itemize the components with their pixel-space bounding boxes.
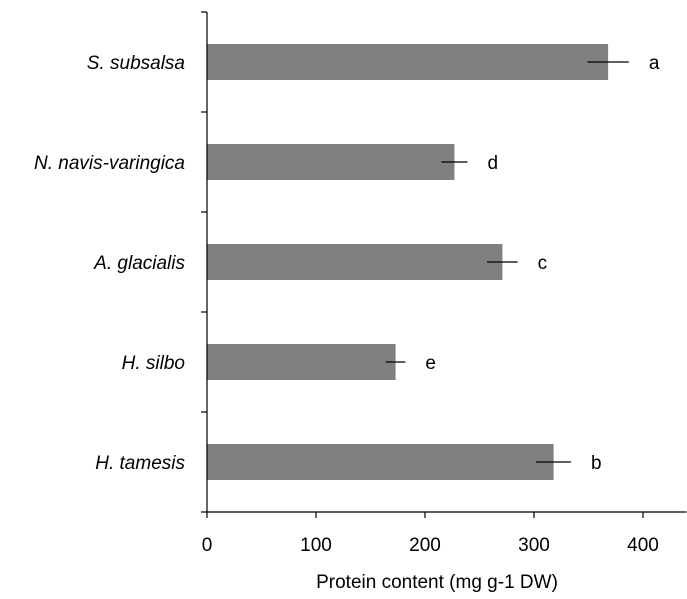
bar-n-navis-varingica xyxy=(207,144,455,180)
bars-group xyxy=(207,44,609,480)
x-tick-label: 100 xyxy=(300,535,332,556)
significance-label: e xyxy=(425,353,436,374)
x-tick-label: 0 xyxy=(202,535,213,556)
significance-label: c xyxy=(538,253,548,274)
bar-h-tamesis xyxy=(207,444,554,480)
significance-labels-group: a d c e b xyxy=(425,53,659,474)
category-label: H. silbo xyxy=(122,353,185,374)
significance-label: d xyxy=(488,153,499,174)
x-tick-label: 300 xyxy=(518,535,550,556)
significance-label: b xyxy=(591,453,602,474)
category-label: N. navis-varingica xyxy=(34,153,185,174)
bar-h-silbo xyxy=(207,344,396,380)
error-bars-group xyxy=(385,61,629,463)
x-tick-label: 200 xyxy=(409,535,441,556)
x-tick-label: 400 xyxy=(627,535,659,556)
category-label: A. glacialis xyxy=(93,253,185,274)
significance-label: a xyxy=(649,53,660,74)
category-label: H. tamesis xyxy=(95,453,185,474)
category-label: S. subsalsa xyxy=(87,53,185,74)
axes-group xyxy=(201,11,687,513)
bar-a-glacialis xyxy=(207,244,503,280)
x-ticks-group: 0 100 200 300 400 xyxy=(202,512,659,556)
category-labels-group: S. subsalsa N. navis-varingica A. glaciali… xyxy=(34,53,185,474)
bar-s-subsalsa xyxy=(207,44,609,80)
x-axis-title: Protein content (mg g-1 DW) xyxy=(316,572,558,593)
